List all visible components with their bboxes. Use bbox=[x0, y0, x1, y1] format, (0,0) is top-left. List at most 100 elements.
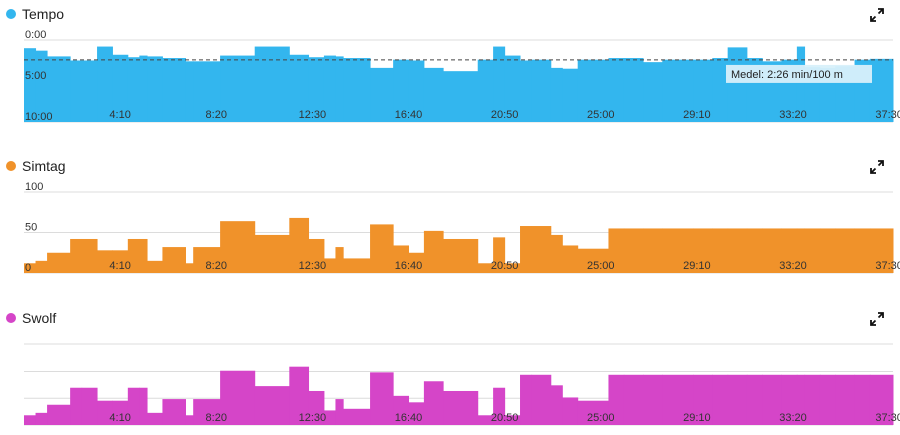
data-bar bbox=[762, 374, 782, 425]
data-bar bbox=[81, 60, 98, 122]
x-tick-label: 33:20 bbox=[779, 412, 807, 424]
x-tick-label: 4:10 bbox=[109, 412, 130, 424]
data-bar bbox=[254, 386, 290, 425]
data-bar bbox=[220, 370, 256, 425]
data-bar bbox=[854, 374, 871, 425]
data-bar bbox=[796, 374, 806, 425]
data-bar bbox=[562, 68, 579, 122]
data-bar bbox=[35, 412, 48, 425]
x-tick-label: 37:30 bbox=[875, 412, 900, 424]
data-bar bbox=[162, 58, 186, 122]
data-bar bbox=[112, 400, 129, 425]
data-bar bbox=[550, 67, 563, 122]
data-bar bbox=[423, 381, 444, 425]
data-bar bbox=[343, 58, 371, 122]
data-bar bbox=[139, 387, 148, 425]
data-bar bbox=[623, 58, 644, 122]
swolf-chart: 4:10 8:20 12:30 16:40 20:50 25:00 29:10 33:20 37… bbox=[24, 343, 900, 426]
data-bar bbox=[662, 374, 694, 425]
x-tick-label: 12:30 bbox=[299, 109, 327, 121]
data-bar bbox=[35, 50, 48, 122]
data-bar bbox=[343, 408, 371, 425]
swolf-legend[interactable]: Swolf bbox=[6, 310, 56, 326]
data-bar bbox=[393, 395, 410, 425]
data-bar bbox=[408, 402, 425, 425]
data-bar bbox=[520, 60, 533, 122]
y-tick-label: 10:00 bbox=[25, 111, 53, 123]
simtag-legend[interactable]: Simtag bbox=[6, 158, 66, 174]
tempo-legend-label: Tempo bbox=[22, 6, 65, 22]
x-tick-label: 12:30 bbox=[299, 260, 327, 272]
data-bar bbox=[408, 252, 425, 273]
data-bar bbox=[643, 62, 663, 122]
data-bar bbox=[193, 61, 221, 122]
y-tick-label: 0 bbox=[25, 262, 31, 274]
data-bar bbox=[562, 245, 579, 273]
data-bar bbox=[254, 46, 290, 123]
data-bar bbox=[608, 228, 625, 273]
swolf-legend-dot bbox=[6, 313, 16, 323]
data-bar bbox=[727, 228, 748, 273]
x-tick-label: 29:10 bbox=[683, 412, 711, 424]
data-bar bbox=[746, 374, 763, 425]
data-bar bbox=[477, 415, 494, 425]
data-bar bbox=[139, 238, 148, 273]
data-bar bbox=[520, 226, 533, 273]
data-bar bbox=[746, 228, 763, 273]
data-bar bbox=[127, 57, 140, 122]
data-bar bbox=[308, 57, 325, 122]
data-bar bbox=[504, 415, 521, 425]
swolf-legend-label: Swolf bbox=[22, 310, 57, 326]
data-bar bbox=[47, 56, 71, 122]
data-bar bbox=[643, 228, 663, 273]
expand-icon[interactable] bbox=[870, 8, 884, 22]
x-tick-label: 33:20 bbox=[779, 260, 807, 272]
data-bar bbox=[185, 61, 194, 122]
data-bar bbox=[550, 234, 563, 273]
data-bar bbox=[562, 397, 579, 425]
data-bar bbox=[493, 387, 506, 425]
data-bar bbox=[81, 238, 98, 273]
data-bar bbox=[147, 56, 163, 122]
data-bar bbox=[47, 252, 71, 273]
x-tick-label: 20:50 bbox=[491, 412, 519, 424]
data-bar bbox=[343, 258, 371, 273]
data-bar bbox=[70, 60, 83, 122]
data-bar bbox=[97, 400, 113, 425]
data-bar bbox=[185, 415, 194, 425]
data-bar bbox=[323, 258, 336, 273]
data-bar bbox=[289, 54, 310, 123]
x-tick-label: 4:10 bbox=[109, 109, 130, 121]
tempo-legend[interactable]: Tempo bbox=[6, 6, 64, 22]
data-bar bbox=[139, 55, 148, 122]
data-bar bbox=[608, 58, 625, 122]
expand-icon[interactable] bbox=[870, 160, 884, 174]
expand-icon[interactable] bbox=[870, 312, 884, 326]
data-bar bbox=[127, 238, 140, 273]
x-tick-label: 37:30 bbox=[875, 260, 900, 272]
data-bar bbox=[693, 228, 713, 273]
data-bar bbox=[185, 263, 194, 273]
data-bar bbox=[477, 263, 494, 273]
tempo-legend-dot bbox=[6, 9, 16, 19]
x-tick-label: 4:10 bbox=[109, 260, 130, 272]
data-bar bbox=[70, 238, 83, 273]
data-bar bbox=[393, 245, 410, 273]
x-tick-label: 29:10 bbox=[683, 109, 711, 121]
data-bar bbox=[24, 415, 37, 425]
data-bar bbox=[308, 238, 325, 273]
x-tick-label: 12:30 bbox=[299, 412, 327, 424]
swolf-panel: Swolf 4:10 8:20 12:30 16:40 20:50 25:00 29:10 3… bbox=[0, 304, 900, 435]
data-bar bbox=[781, 228, 798, 273]
data-bar bbox=[727, 47, 748, 122]
simtag-panel: Simtag 0 50 100 4:10 8:20 12:30 16:40 20:50 25:0… bbox=[0, 152, 900, 282]
x-tick-label: 37:30 bbox=[875, 109, 900, 121]
y-tick-label: 100 bbox=[25, 181, 43, 193]
y-tick-label: 50 bbox=[25, 222, 37, 234]
data-bar bbox=[393, 59, 410, 122]
data-bar bbox=[308, 390, 325, 425]
data-bar bbox=[623, 374, 644, 425]
simtag-chart: 0 50 100 4:10 8:20 12:30 16:40 20:50 25:00 29:10 3… bbox=[24, 181, 900, 274]
data-bar bbox=[531, 59, 552, 122]
data-bar bbox=[662, 59, 694, 122]
